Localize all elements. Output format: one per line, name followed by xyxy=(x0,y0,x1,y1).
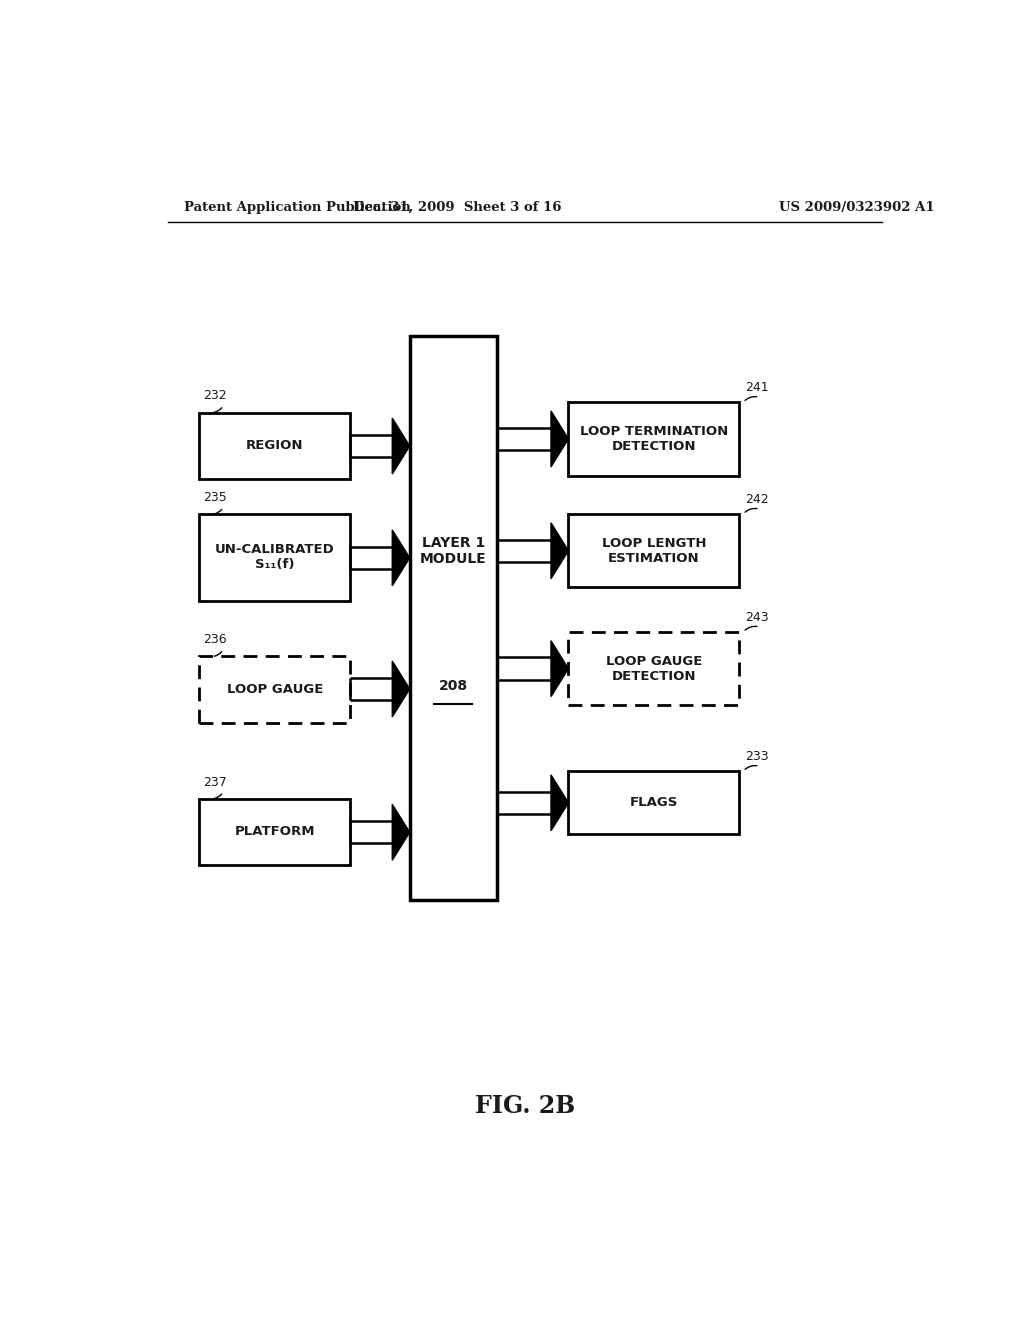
Bar xyxy=(568,632,739,705)
Polygon shape xyxy=(392,418,410,474)
Bar xyxy=(568,403,739,475)
Bar xyxy=(200,413,350,479)
Text: 232: 232 xyxy=(204,389,227,403)
Bar xyxy=(200,656,350,722)
Bar xyxy=(568,515,739,587)
Text: 242: 242 xyxy=(745,492,769,506)
Text: LOOP LENGTH
ESTIMATION: LOOP LENGTH ESTIMATION xyxy=(601,537,706,565)
Polygon shape xyxy=(551,640,568,697)
Polygon shape xyxy=(551,523,568,578)
Text: REGION: REGION xyxy=(246,440,303,451)
Text: Patent Application Publication: Patent Application Publication xyxy=(183,201,411,214)
Text: FIG. 2B: FIG. 2B xyxy=(475,1094,574,1118)
Text: 237: 237 xyxy=(204,776,227,788)
Bar xyxy=(200,799,350,865)
Text: Dec. 31, 2009  Sheet 3 of 16: Dec. 31, 2009 Sheet 3 of 16 xyxy=(353,201,561,214)
Text: 208: 208 xyxy=(439,678,468,693)
Bar xyxy=(568,771,739,834)
Bar xyxy=(410,337,497,900)
Text: 235: 235 xyxy=(204,491,227,504)
Text: 233: 233 xyxy=(745,750,769,763)
Polygon shape xyxy=(392,804,410,861)
Bar xyxy=(200,515,350,601)
Polygon shape xyxy=(392,529,410,586)
Text: LOOP GAUGE
DETECTION: LOOP GAUGE DETECTION xyxy=(605,655,701,682)
Text: LOOP GAUGE: LOOP GAUGE xyxy=(226,682,323,696)
Text: FLAGS: FLAGS xyxy=(630,796,678,809)
Polygon shape xyxy=(551,775,568,830)
Text: 241: 241 xyxy=(745,381,769,395)
Text: PLATFORM: PLATFORM xyxy=(234,825,315,838)
Text: LOOP TERMINATION
DETECTION: LOOP TERMINATION DETECTION xyxy=(580,425,728,453)
Polygon shape xyxy=(392,661,410,717)
Polygon shape xyxy=(551,411,568,467)
Text: US 2009/0323902 A1: US 2009/0323902 A1 xyxy=(778,201,934,214)
Text: LAYER 1
MODULE: LAYER 1 MODULE xyxy=(420,536,486,566)
Text: 243: 243 xyxy=(745,611,769,624)
Text: 236: 236 xyxy=(204,634,227,647)
Text: UN-CALIBRATED
S₁₁(f): UN-CALIBRATED S₁₁(f) xyxy=(215,544,335,572)
